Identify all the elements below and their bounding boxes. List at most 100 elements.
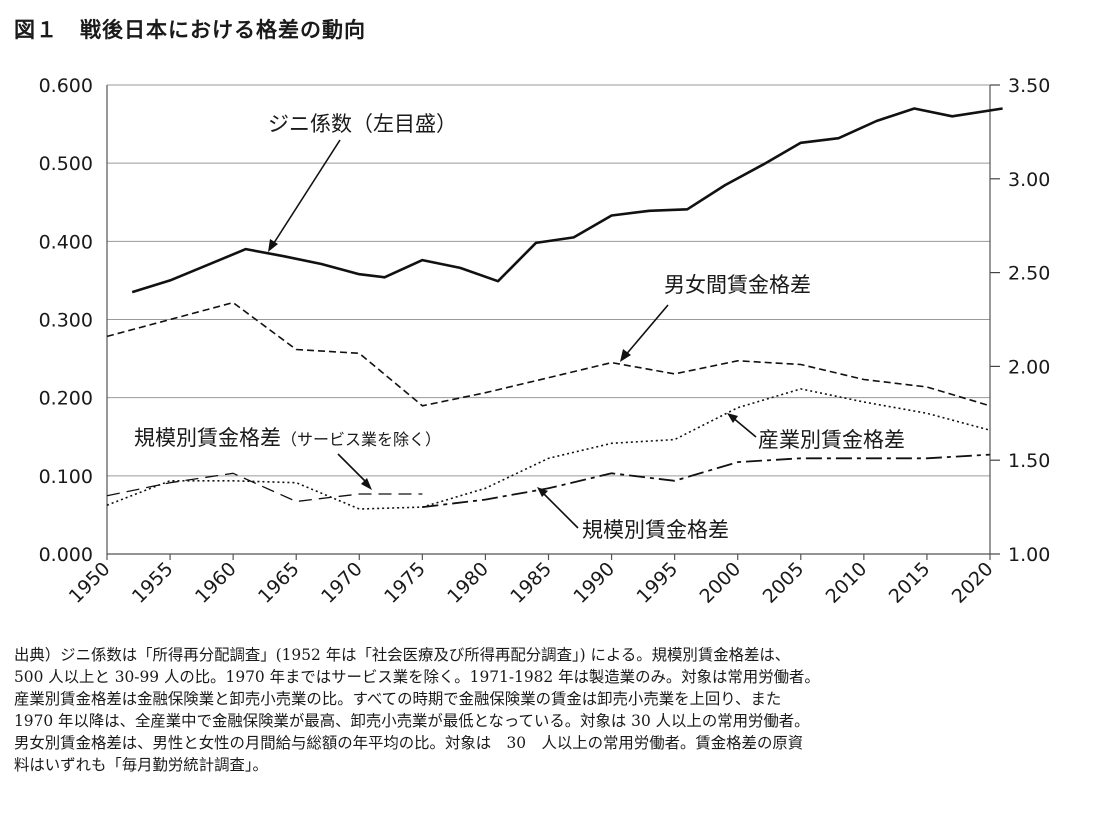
arrow-gini [271,139,341,247]
data-point-series-1 [988,403,993,408]
note-line: 500 人以上と 30-99 人の比。1970 年まではサービス業を除く。197… [14,668,820,686]
data-point-series-0 [836,136,841,141]
data-point-series-1 [420,403,425,408]
series-line-3 [106,472,423,503]
x-tick-label: 2020 [948,558,998,608]
data-point-series-0 [319,262,324,267]
y-left-tick-label: 0.100 [39,466,93,488]
data-point-series-0 [647,208,652,213]
chart: 0.000 0.100 0.200 0.300 0.400 0.500 0.600 1.00 1… [39,75,1051,608]
data-point-series-2 [924,411,929,416]
annotations: ジニ係数（左目盛） 男女間賃金格差 産業別賃金格差 規模別賃金格差（サービス業を… [134,112,905,542]
data-point-series-3 [231,471,236,476]
series-line-2 [106,388,991,510]
data-point-series-4 [798,456,803,461]
note-line: 男女別賃金格差は、男性と女性の月間給与総額の年平均の比。対象は 30 人以上の常… [14,734,804,752]
data-point-series-3 [105,493,110,498]
data-point-series-4 [609,471,614,476]
x-tick-label: 2015 [885,558,935,608]
x-tick-label: 1960 [191,558,241,608]
note-line: 1970 年以降は、全産業中で金融保険業が最高、卸売小売業が最低となっている。対… [14,712,810,730]
annotation-industry: 産業別賃金格差 [758,428,905,452]
data-point-series-0 [130,290,135,295]
y-right-tick-label: 2.50 [1008,263,1050,285]
x-tick-label: 1990 [569,558,619,608]
y-right-tick-label: 2.00 [1008,356,1050,378]
data-point-series-2 [988,428,993,433]
x-tick-label: 2010 [822,558,872,608]
data-point-series-3 [357,492,362,497]
figure-title: 図１ 戦後日本における格差の動向 [14,18,366,42]
data-point-series-0 [243,247,248,252]
data-point-series-0 [496,279,501,284]
data-point-series-2 [231,478,236,483]
data-point-series-1 [357,351,362,356]
data-point-series-0 [1000,106,1005,111]
x-tick-label: 1955 [128,558,178,608]
annotation-size-excl-service: 規模別賃金格差（サービス業を除く） [134,426,441,450]
data-point-series-1 [735,358,740,363]
data-point-series-1 [672,371,677,376]
annotation-size-excl-service-note: （サービス業を除く） [281,430,441,449]
data-point-series-0 [382,275,387,280]
data-point-series-1 [231,300,236,305]
arrow-industry [731,416,757,438]
series-layer [105,106,1005,512]
data-point-series-0 [798,140,803,145]
data-point-series-4 [546,486,551,491]
data-point-series-0 [912,106,917,111]
x-tick-label: 1970 [317,558,367,608]
x-tick-label: 1980 [443,558,493,608]
data-point-series-3 [294,499,299,504]
data-point-series-2 [483,486,488,491]
x-tick-label: 1995 [632,558,682,608]
data-point-series-4 [988,452,993,457]
annotation-size: 規模別賃金格差 [582,518,729,542]
axes [106,84,1000,560]
data-point-series-0 [609,213,614,218]
data-point-series-4 [924,456,929,461]
data-point-series-2 [294,480,299,485]
arrowhead-gender [620,349,631,362]
y-left-tick-label: 0.600 [39,75,93,97]
annotation-gender: 男女間賃金格差 [664,273,811,297]
data-point-series-1 [861,377,866,382]
data-point-series-2 [105,503,110,508]
arrowhead-industry [727,413,738,423]
data-point-series-2 [609,441,614,446]
series-line-4 [422,453,991,508]
data-point-series-0 [685,207,690,212]
y-right-tick-label: 3.50 [1008,75,1050,97]
series-line-1 [106,301,991,407]
data-point-series-4 [735,460,740,465]
data-point-series-1 [546,375,551,380]
data-point-series-2 [861,400,866,405]
data-point-series-0 [458,265,463,270]
series-line-0 [131,107,1003,294]
data-point-series-1 [105,334,110,339]
arrowhead-size [537,487,548,497]
data-point-series-3 [168,480,173,485]
data-point-series-0 [281,254,286,259]
arrowhead-size-excl-service [361,478,372,490]
y-right-tick-label: 3.00 [1008,169,1050,191]
x-tick-label: 1985 [506,558,556,608]
data-point-series-0 [950,114,955,119]
data-point-series-1 [609,360,614,365]
y-left-tick-label: 0.400 [39,231,93,253]
data-point-series-2 [798,386,803,391]
data-point-series-3 [420,492,425,497]
annotation-size-excl-service-main: 規模別賃金格差 [134,426,281,450]
note-line: 産業別賃金格差は金融保険業と卸売小売業の比。すべての時期で金融保険業の賃金は卸売… [14,690,782,708]
arrowhead-gini [268,239,278,252]
x-tick-label: 2000 [695,558,745,608]
data-point-series-4 [861,456,866,461]
tick-labels: 0.000 0.100 0.200 0.300 0.400 0.500 0.600 1.00 1… [39,75,1051,608]
x-tick-label: 2005 [759,558,809,608]
data-point-series-0 [533,240,538,245]
data-point-series-0 [760,162,765,167]
data-point-series-0 [874,119,879,124]
data-point-series-2 [357,507,362,512]
data-point-series-1 [483,390,488,395]
data-point-series-1 [924,385,929,390]
